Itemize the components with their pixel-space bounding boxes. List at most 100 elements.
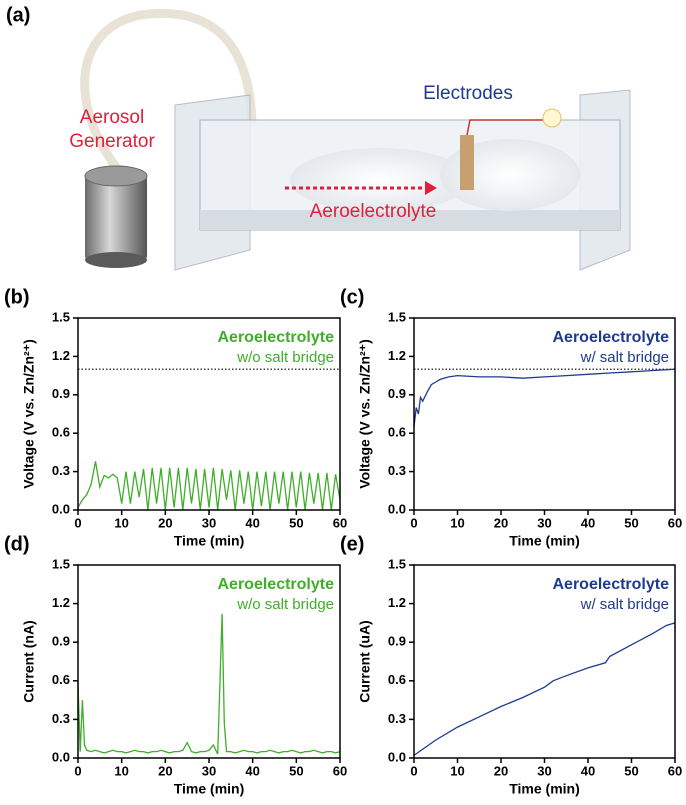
x-tick-label: 50 <box>289 515 303 530</box>
y-tick-label: 0.6 <box>388 425 406 440</box>
x-tick-label: 0 <box>410 763 417 778</box>
y-tick-label: 0.3 <box>52 463 70 478</box>
panel-label: (d) <box>4 533 30 555</box>
x-tick-label: 40 <box>581 515 595 530</box>
x-tick-label: 0 <box>410 515 417 530</box>
subannotation: w/ salt bridge <box>580 349 669 366</box>
x-axis-label: Time (min) <box>174 781 245 797</box>
y-tick-label: 0.3 <box>388 711 406 726</box>
y-tick-label: 0.6 <box>52 672 70 687</box>
x-tick-label: 20 <box>494 515 508 530</box>
y-tick-label: 0.3 <box>388 463 406 478</box>
flow-arrowhead <box>425 181 437 195</box>
x-tick-label: 60 <box>668 763 682 778</box>
generator-label: Aerosol <box>80 107 144 128</box>
chamber-floor <box>200 210 620 230</box>
x-tick-label: 50 <box>624 515 638 530</box>
cloud <box>440 139 580 211</box>
chart: (c) 0.0 0.3 0.6 0.9 1.2 1.5 0 10 20 30 40 50 60 Time (… <box>340 286 682 548</box>
y-tick-label: 0.0 <box>388 749 406 764</box>
tube <box>80 8 257 175</box>
x-axis-label: Time (min) <box>509 533 580 549</box>
y-tick-label: 1.5 <box>52 556 70 571</box>
plot-frame <box>413 564 676 759</box>
x-tick-label: 40 <box>245 515 259 530</box>
y-tick-label: 1.5 <box>52 309 70 324</box>
x-axis-label: Time (min) <box>509 781 580 797</box>
y-axis-label: Current (uA) <box>357 620 373 702</box>
y-tick-label: 1.2 <box>388 348 406 363</box>
annotation: Aeroelectrolyte <box>218 576 335 593</box>
annotation: Aeroelectrolyte <box>553 576 670 593</box>
y-tick-label: 0.6 <box>52 425 70 440</box>
electrode <box>460 135 474 190</box>
x-tick-label: 30 <box>202 515 216 530</box>
x-tick-label: 20 <box>494 763 508 778</box>
panel-label: (e) <box>340 533 364 555</box>
x-tick-label: 10 <box>450 515 464 530</box>
y-tick-label: 0.0 <box>52 749 70 764</box>
y-tick-label: 1.5 <box>388 309 406 324</box>
generator-label: Generator <box>69 131 155 152</box>
y-tick-label: 0.9 <box>388 634 406 649</box>
y-tick-label: 1.2 <box>388 595 406 610</box>
subannotation: w/o salt bridge <box>236 596 334 613</box>
subannotation: w/ salt bridge <box>580 596 669 613</box>
generator-base <box>85 252 147 268</box>
plot-frame <box>413 317 676 511</box>
y-tick-label: 1.2 <box>52 595 70 610</box>
bulb <box>542 108 562 128</box>
x-tick-label: 0 <box>74 763 81 778</box>
electrodes-label: Electrodes <box>423 83 513 104</box>
annotation: Aeroelectrolyte <box>553 329 670 346</box>
y-tick-label: 0.0 <box>52 501 70 516</box>
annotation: Aeroelectrolyte <box>218 329 335 346</box>
x-tick-label: 20 <box>158 763 172 778</box>
illustration: (a) Aerosol Generator Electrodes Aeroele… <box>6 4 631 271</box>
x-tick-label: 0 <box>74 515 81 530</box>
panel-label: (a) <box>6 4 30 26</box>
generator-top <box>84 165 148 187</box>
y-tick-label: 1.2 <box>52 348 70 363</box>
plot-frame <box>77 317 341 511</box>
x-tick-label: 30 <box>537 515 551 530</box>
x-tick-label: 30 <box>202 763 216 778</box>
panel-label: (b) <box>4 286 30 308</box>
wire <box>466 119 545 136</box>
y-tick-label: 0.9 <box>388 386 406 401</box>
chart: (e) 0.0 0.3 0.6 0.9 1.2 1.5 0 10 20 30 40 50 60 Time (… <box>340 533 682 796</box>
x-tick-label: 50 <box>624 763 638 778</box>
panel-label: (c) <box>340 286 364 308</box>
generator-body <box>85 175 147 260</box>
y-tick-label: 0.6 <box>388 672 406 687</box>
x-tick-label: 60 <box>333 515 347 530</box>
subannotation: w/o salt bridge <box>236 349 334 366</box>
y-tick-label: 0.0 <box>388 501 406 516</box>
y-axis-label: Voltage (V vs. Zn/Zn²⁺) <box>21 339 37 488</box>
x-tick-label: 60 <box>333 763 347 778</box>
y-axis-label: Current (nA) <box>21 620 37 702</box>
chart: (b) 0.0 0.3 0.6 0.9 1.2 1.5 0 10 20 30 40 50 60 Time (… <box>4 286 347 548</box>
x-tick-label: 10 <box>450 763 464 778</box>
cloud <box>290 148 470 212</box>
x-tick-label: 50 <box>289 763 303 778</box>
data-line <box>413 368 676 427</box>
x-tick-label: 10 <box>114 515 128 530</box>
y-axis-label: Voltage (V vs. Zn/Zn²⁺) <box>357 339 373 488</box>
data-line <box>413 622 676 756</box>
x-tick-label: 40 <box>581 763 595 778</box>
x-tick-label: 20 <box>158 515 172 530</box>
x-axis-label: Time (min) <box>174 533 245 549</box>
y-tick-label: 1.5 <box>388 556 406 571</box>
chart: (d) 0.0 0.3 0.6 0.9 1.2 1.5 0 10 20 30 40 50 60 Time (… <box>4 533 347 796</box>
x-tick-label: 40 <box>245 763 259 778</box>
flow-label: Aeroelectrolyte <box>310 201 437 222</box>
y-tick-label: 0.3 <box>52 711 70 726</box>
x-tick-label: 30 <box>537 763 551 778</box>
y-tick-label: 0.9 <box>52 634 70 649</box>
x-tick-label: 10 <box>114 763 128 778</box>
x-tick-label: 60 <box>668 515 682 530</box>
data-line <box>77 461 341 511</box>
